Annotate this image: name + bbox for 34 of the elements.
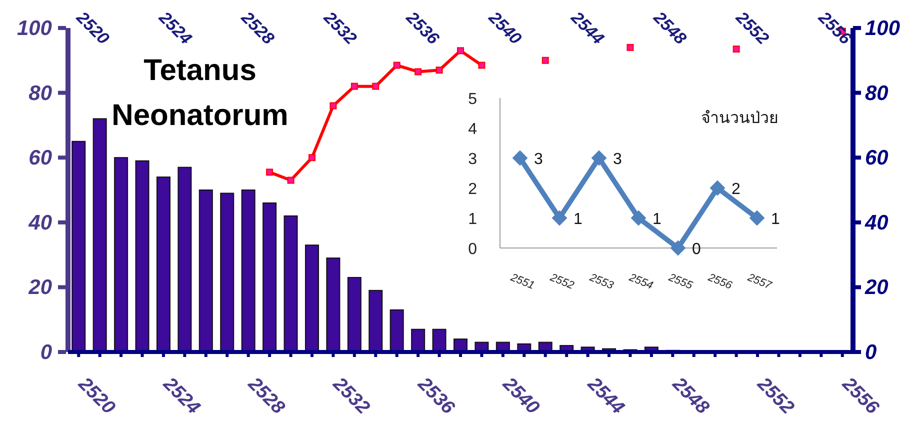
x-tick-label: 2555 (666, 271, 695, 292)
y-tick-label: 60 (28, 146, 52, 170)
x-tick-label: 2557 (744, 271, 774, 292)
data-label: 0 (692, 241, 701, 258)
y-tick-label: 3 (468, 151, 478, 168)
data-label: 3 (534, 151, 543, 168)
y-tick-label: 20 (28, 276, 52, 300)
y-tick-label: 0 (468, 241, 478, 258)
y2-tick-label: 0 (865, 341, 877, 364)
y-tick-label: 5 (468, 91, 478, 108)
y-tick-label: 2 (468, 181, 478, 198)
data-label: 1 (652, 211, 662, 228)
y-tick-label: 100 (16, 17, 52, 40)
x-tick-label: 2556 (705, 271, 734, 292)
data-label: 3 (613, 151, 622, 168)
text: Tetanus Neonatorum (112, 54, 288, 132)
y-tick-label: 4 (468, 121, 478, 138)
x-tick-label: 2554 (626, 271, 655, 292)
data-label: 1 (574, 211, 582, 228)
y2-tick-label: 80 (865, 82, 889, 105)
y-tick-label: 80 (28, 82, 52, 105)
y-tick-label: 0 (40, 341, 52, 364)
y2-tick-label: 60 (865, 146, 889, 170)
y2-tick-label: 40 (864, 211, 889, 234)
x-tick-label: 2553 (586, 271, 616, 292)
y2-tick-label: 100 (865, 17, 900, 40)
data-label: 2 (732, 181, 740, 198)
data-label: 1 (771, 211, 780, 228)
x-tick-label: 2552 (547, 271, 576, 292)
y2-tick-label: 20 (864, 276, 889, 300)
x-tick-label: 2551 (508, 271, 536, 292)
y-tick-label: 40 (28, 211, 52, 234)
text: จำนวนป่วย (701, 110, 778, 127)
y-tick-label: 1 (468, 211, 478, 228)
